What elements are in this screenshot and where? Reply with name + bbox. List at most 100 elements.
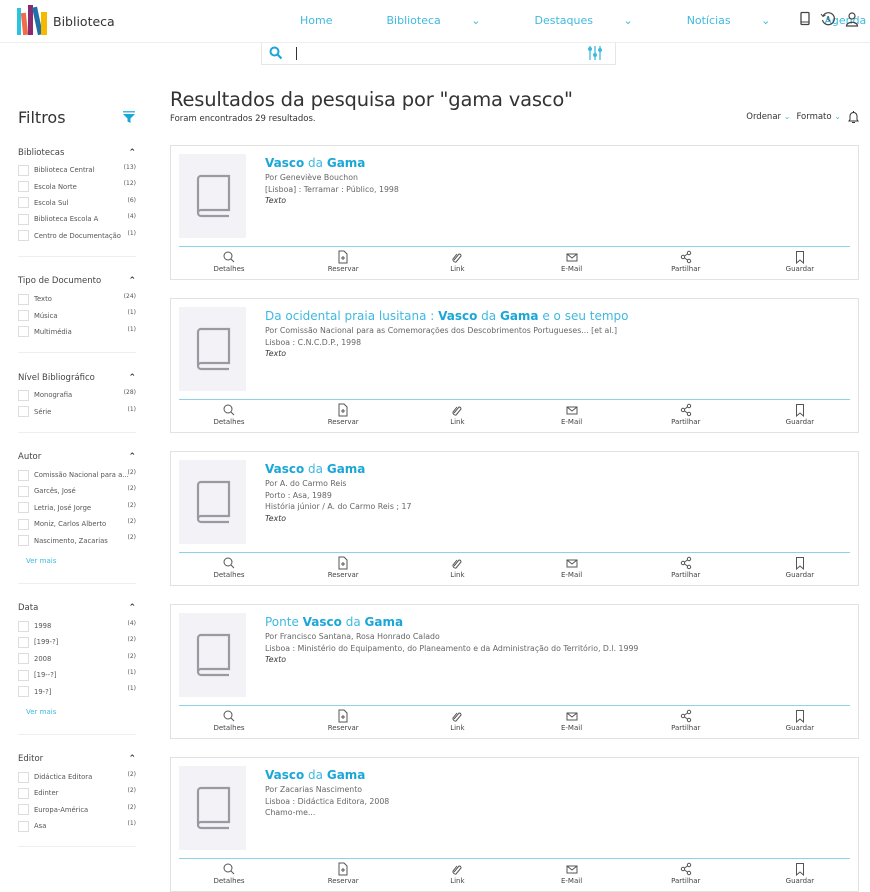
result-title-link[interactable]: Vasco da Gama: [265, 768, 389, 782]
action-e-mail-button[interactable]: E-Mail: [522, 709, 622, 732]
filter-option[interactable]: Letria, José Jorge (2): [18, 500, 136, 516]
nav-item[interactable]: Home: [300, 14, 359, 27]
action-guardar-button[interactable]: Guardar: [750, 556, 850, 579]
filter-option[interactable]: Biblioteca Escola A (4): [18, 211, 136, 227]
filter-option[interactable]: Escola Sul (6): [18, 195, 136, 211]
user-icon[interactable]: [844, 11, 860, 27]
filter-option[interactable]: Música (1): [18, 307, 136, 323]
checkbox[interactable]: [18, 620, 29, 632]
action-partilhar-button[interactable]: Partilhar: [636, 250, 736, 273]
filter-option[interactable]: 1998 (4): [18, 618, 136, 634]
action-reservar-button[interactable]: Reservar: [293, 403, 393, 426]
checkbox[interactable]: [18, 518, 29, 530]
filter-option[interactable]: Europa-América (2): [18, 802, 136, 818]
sort-dropdown[interactable]: Ordenar ⌄: [746, 112, 790, 122]
checkbox[interactable]: [18, 164, 29, 176]
filter-option[interactable]: Série (1): [18, 404, 136, 420]
chevron-up-icon[interactable]: ⌃: [128, 603, 136, 614]
search-icon[interactable]: [269, 46, 283, 60]
checkbox[interactable]: [18, 326, 29, 338]
sliders-icon[interactable]: [587, 44, 603, 62]
action-reservar-button[interactable]: Reservar: [293, 556, 393, 579]
chevron-up-icon[interactable]: ⌃: [128, 276, 136, 287]
nav-item[interactable]: Biblioteca ⌄: [386, 14, 507, 27]
filter-option[interactable]: Asa (1): [18, 818, 136, 834]
filter-option[interactable]: Moniz, Carlos Alberto (2): [18, 516, 136, 532]
action-e-mail-button[interactable]: E-Mail: [522, 862, 622, 885]
search-input[interactable]: [296, 47, 297, 60]
checkbox[interactable]: [18, 820, 29, 832]
book-cover-placeholder[interactable]: [179, 307, 246, 391]
chevron-up-icon[interactable]: ⌃: [128, 452, 136, 463]
filter-option[interactable]: Escola Norte (12): [18, 178, 136, 194]
result-title-link[interactable]: Vasco da Gama: [265, 156, 399, 170]
checkbox[interactable]: [18, 771, 29, 783]
action-link-button[interactable]: Link: [407, 403, 507, 426]
checkbox[interactable]: [18, 535, 29, 547]
action-detalhes-button[interactable]: Detalhes: [179, 250, 279, 273]
chevron-up-icon[interactable]: ⌃: [128, 754, 136, 765]
filter-option[interactable]: Comissão Nacional para a... (2): [18, 467, 136, 483]
filter-section-header[interactable]: Nível Bibliográfico ⌃: [18, 368, 136, 387]
filter-section-header[interactable]: Editor ⌃: [18, 750, 136, 769]
brand-name[interactable]: Biblioteca: [53, 14, 115, 29]
filter-option[interactable]: Texto (24): [18, 291, 136, 307]
nav-item[interactable]: Destaques ⌄: [535, 14, 660, 27]
action-link-button[interactable]: Link: [407, 862, 507, 885]
checkbox[interactable]: [18, 310, 29, 322]
action-e-mail-button[interactable]: E-Mail: [522, 250, 622, 273]
filter-option[interactable]: Biblioteca Central (13): [18, 162, 136, 178]
action-reservar-button[interactable]: Reservar: [293, 709, 393, 732]
book-cover-placeholder[interactable]: [179, 154, 246, 238]
action-guardar-button[interactable]: Guardar: [750, 403, 850, 426]
checkbox[interactable]: [18, 213, 29, 225]
chevron-up-icon[interactable]: ⌃: [128, 147, 136, 158]
book-cover-placeholder[interactable]: [179, 460, 246, 544]
filter-option[interactable]: Multimédia (1): [18, 324, 136, 340]
filter-section-header[interactable]: Autor ⌃: [18, 448, 136, 467]
checkbox[interactable]: [18, 636, 29, 648]
checkbox[interactable]: [18, 230, 29, 242]
filter-option[interactable]: Edinter (2): [18, 785, 136, 801]
filter-option[interactable]: 19-?] (1): [18, 683, 136, 699]
filter-option[interactable]: [19--?] (1): [18, 667, 136, 683]
checkbox[interactable]: [18, 804, 29, 816]
checkbox[interactable]: [18, 293, 29, 305]
action-link-button[interactable]: Link: [407, 250, 507, 273]
chevron-up-icon[interactable]: ⌃: [128, 372, 136, 383]
action-link-button[interactable]: Link: [407, 709, 507, 732]
checkbox[interactable]: [18, 389, 29, 401]
filter-option[interactable]: Didáctica Editora (2): [18, 769, 136, 785]
bell-icon[interactable]: [847, 110, 860, 124]
result-title-link[interactable]: Vasco da Gama: [265, 462, 411, 476]
checkbox[interactable]: [18, 197, 29, 209]
checkbox[interactable]: [18, 669, 29, 681]
filter-section-header[interactable]: Data ⌃: [18, 599, 136, 618]
action-guardar-button[interactable]: Guardar: [750, 862, 850, 885]
filter-option[interactable]: Monografia (28): [18, 387, 136, 403]
action-partilhar-button[interactable]: Partilhar: [636, 556, 736, 579]
filter-option[interactable]: Garcês, José (2): [18, 483, 136, 499]
filter-option[interactable]: Centro de Documentação (1): [18, 228, 136, 244]
filter-option[interactable]: Nascimento, Zacarias (2): [18, 532, 136, 548]
action-guardar-button[interactable]: Guardar: [750, 250, 850, 273]
history-icon[interactable]: [820, 11, 836, 27]
action-e-mail-button[interactable]: E-Mail: [522, 556, 622, 579]
result-title-link[interactable]: Ponte Vasco da Gama: [265, 615, 638, 629]
action-guardar-button[interactable]: Guardar: [750, 709, 850, 732]
action-reservar-button[interactable]: Reservar: [293, 862, 393, 885]
checkbox[interactable]: [18, 502, 29, 514]
filter-icon[interactable]: [123, 111, 135, 123]
result-title-link[interactable]: Da ocidental praia lusitana : Vasco da G…: [265, 309, 629, 323]
show-more-link[interactable]: Ver mais: [26, 556, 57, 565]
action-partilhar-button[interactable]: Partilhar: [636, 862, 736, 885]
checkbox[interactable]: [18, 787, 29, 799]
action-e-mail-button[interactable]: E-Mail: [522, 403, 622, 426]
checkbox[interactable]: [18, 485, 29, 497]
filter-option[interactable]: [199-?] (2): [18, 634, 136, 650]
nav-item[interactable]: Notícias ⌄: [687, 14, 798, 27]
book-cover-placeholder[interactable]: [179, 613, 246, 697]
format-dropdown[interactable]: Formato ⌄: [796, 112, 841, 122]
checkbox[interactable]: [18, 653, 29, 665]
action-detalhes-button[interactable]: Detalhes: [179, 403, 279, 426]
